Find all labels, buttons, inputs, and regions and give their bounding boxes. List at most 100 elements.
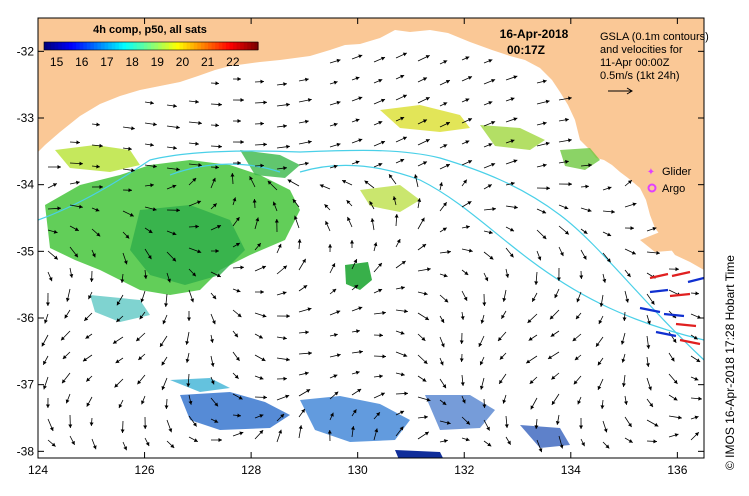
velocity-arrowhead <box>378 262 382 267</box>
velocity-arrowhead <box>502 399 507 404</box>
velocity-arrowhead <box>88 295 92 300</box>
velocity-arrowhead <box>210 380 215 385</box>
velocity-arrowhead <box>260 290 264 295</box>
velocity-arrowhead <box>62 355 67 359</box>
velocity-arrowhead <box>444 298 449 303</box>
velocity-arrowhead <box>152 207 157 212</box>
velocity-arrowhead <box>252 199 257 203</box>
x-tick-label: 132 <box>454 463 474 477</box>
velocity-arrowhead <box>674 433 679 438</box>
colorbar-segment <box>208 42 213 50</box>
colorbar-segment <box>229 42 234 50</box>
velocity-arrowhead <box>89 422 94 426</box>
velocity-arrowhead <box>333 374 338 379</box>
velocity-arrowhead <box>529 380 534 384</box>
velocity-arrowhead <box>696 358 701 362</box>
colorbar-segment <box>179 42 184 50</box>
velocity-arrowhead <box>333 333 338 337</box>
velocity-arrowhead <box>379 333 383 338</box>
velocity-arrowhead <box>649 403 653 408</box>
velocity-arrowhead <box>648 386 652 391</box>
velocity-arrowhead <box>445 79 450 84</box>
velocity-arrowhead <box>286 144 290 149</box>
scale-arrow-icon <box>608 87 633 95</box>
velocity-arrowhead <box>623 401 628 405</box>
velocity-arrowhead <box>392 196 397 201</box>
velocity-arrowhead <box>64 314 69 319</box>
velocity-arrowhead <box>465 437 470 442</box>
velocity-arrowhead <box>468 76 473 80</box>
colorbar-segment <box>44 42 49 50</box>
velocity-arrowhead <box>216 225 222 229</box>
y-tick-label: -32 <box>17 44 35 58</box>
velocity-arrowhead <box>565 159 569 164</box>
colorbar-title: 4h comp, p50, all sats <box>93 24 207 36</box>
velocity-vectors <box>41 52 702 453</box>
velocity-arrowhead <box>168 428 173 433</box>
velocity-arrowhead <box>564 230 569 235</box>
velocity-arrowhead <box>89 278 94 282</box>
velocity-arrowhead <box>68 424 73 428</box>
velocity-arrowhead <box>631 250 636 255</box>
velocity-arrowhead <box>560 251 564 257</box>
velocity-arrowhead <box>215 248 219 253</box>
velocity-arrowhead <box>424 316 429 320</box>
velocity-arrowhead <box>607 186 612 191</box>
velocity-arrowhead <box>286 102 290 107</box>
velocity-arrowhead <box>597 361 602 366</box>
velocity-arrowhead <box>358 306 363 311</box>
velocity-arrowhead <box>675 267 679 272</box>
velocity-arrowhead <box>336 142 341 147</box>
velocity-arrowhead <box>575 315 580 320</box>
velocity-arrowhead <box>600 405 605 409</box>
colorbar-segment <box>147 42 152 50</box>
velocity-arrowhead <box>598 319 603 325</box>
velocity-arrowhead <box>583 230 588 234</box>
velocity-arrowhead <box>216 273 221 278</box>
velocity-arrowhead <box>131 126 135 131</box>
velocity-arrowhead <box>514 205 518 210</box>
velocity-arrowhead <box>358 96 363 101</box>
velocity-arrowhead <box>479 361 484 366</box>
velocity-arrowhead <box>510 181 515 186</box>
colorbar-segment <box>140 42 145 50</box>
velocity-arrowhead <box>445 121 450 126</box>
colorbar-segment <box>108 42 113 50</box>
velocity-arrowhead <box>136 337 141 342</box>
velocity-arrowhead <box>445 163 450 168</box>
colorbar-segment <box>126 42 131 50</box>
velocity-arrowhead <box>302 258 306 263</box>
velocity-arrowhead <box>654 422 659 427</box>
x-tick-label: 124 <box>28 463 48 477</box>
y-tick-label: -38 <box>17 444 35 458</box>
velocity-arrowhead <box>164 303 169 307</box>
velocity-arrowhead <box>278 429 283 434</box>
colorbar-segment <box>154 42 159 50</box>
colorbar-tick-label: 15 <box>50 55 64 69</box>
velocity-arrowhead <box>332 288 337 293</box>
legend-argo-label: Argo <box>662 183 685 195</box>
velocity-arrowhead <box>621 358 626 363</box>
colorbar-segment <box>200 42 206 50</box>
velocity-arrowhead <box>694 376 699 381</box>
colorbar-segment <box>204 42 209 50</box>
velocity-arrowhead <box>172 257 177 262</box>
velocity-arrowhead <box>195 141 199 146</box>
velocity-arrowhead <box>542 163 547 168</box>
velocity-arrowhead <box>587 208 592 213</box>
velocity-arrowhead <box>129 212 134 217</box>
velocity-arrowhead <box>443 144 448 148</box>
velocity-arrowhead <box>461 399 466 404</box>
velocity-arrowhead <box>86 377 91 382</box>
velocity-arrowhead <box>396 239 401 244</box>
velocity-arrowhead <box>255 217 260 222</box>
velocity-arrowhead <box>99 143 103 148</box>
velocity-arrowhead <box>646 320 651 325</box>
velocity-arrowhead <box>605 444 610 449</box>
velocity-arrowhead <box>400 116 405 121</box>
velocity-arrowhead <box>263 142 267 147</box>
velocity-arrowhead <box>260 121 264 126</box>
velocity-arrowhead <box>510 97 515 102</box>
velocity-arrowhead <box>550 332 555 337</box>
